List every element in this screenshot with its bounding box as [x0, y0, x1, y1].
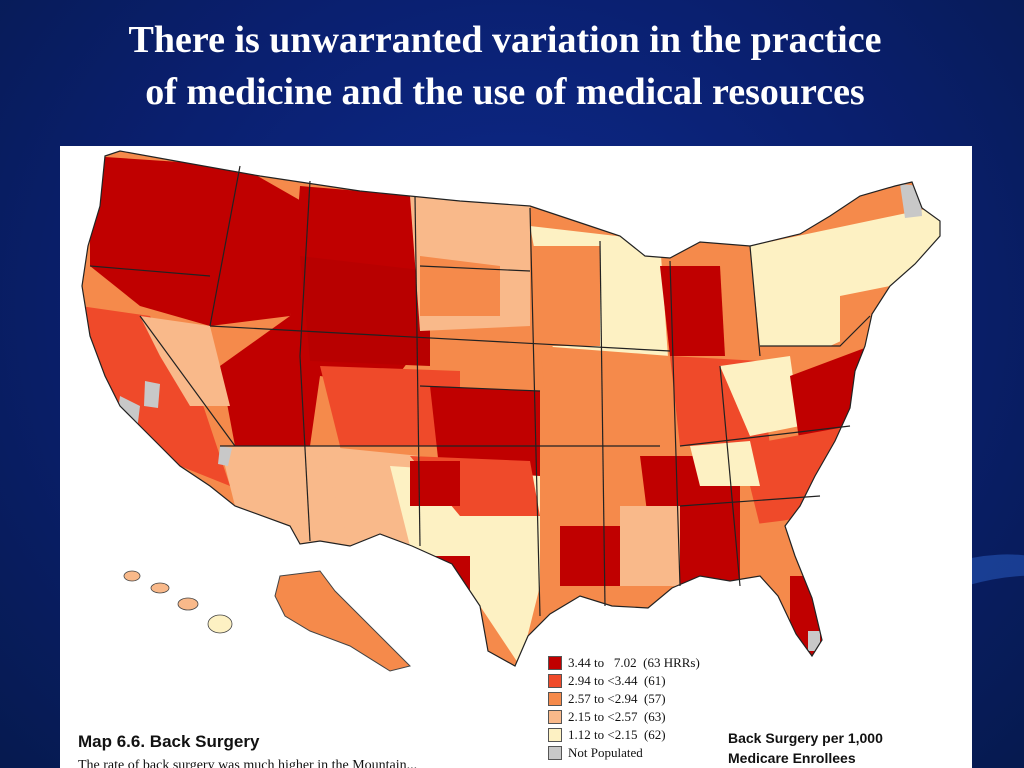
slide-title: There is unwarranted variation in the pr…	[0, 14, 1010, 118]
region-fl-gray	[808, 631, 820, 651]
region-az-gray	[218, 446, 232, 466]
legend-label: 3.44 to 7.02 (63 HRRs)	[568, 655, 700, 670]
region-michigan	[660, 266, 725, 356]
legend-label: 1.12 to <2.15 (62)	[568, 727, 666, 742]
metric-label: Back Surgery per 1,000 Medicare Enrollee…	[728, 728, 883, 768]
map-caption: Map 6.6. Back Surgery	[78, 732, 260, 751]
legend-label: 2.57 to <2.94 (57)	[568, 691, 666, 706]
region-pacific-northwest	[90, 156, 310, 326]
metric-label-line-2: Medicare Enrollees	[728, 750, 856, 766]
state-boundaries	[81, 150, 941, 667]
legend-label: 2.94 to <3.44 (61)	[568, 673, 666, 688]
legend-swatch	[548, 674, 562, 688]
legend-swatch	[548, 656, 562, 670]
legend-item: 2.94 to <3.44 (61)	[548, 672, 700, 690]
metric-label-line-1: Back Surgery per 1,000	[728, 730, 883, 746]
us-choropleth-map	[81, 150, 941, 672]
region-kentucky	[690, 441, 760, 486]
region-alaska	[274, 570, 411, 672]
slide-title-line-2: of medicine and the use of medical resou…	[145, 71, 865, 113]
legend-swatch	[548, 746, 562, 760]
legend-item: Not Populated	[548, 744, 700, 762]
legend-swatch	[548, 728, 562, 742]
region-alabama	[680, 486, 740, 586]
region-wyoming	[300, 256, 430, 366]
legend-label: 2.15 to <2.57 (63)	[568, 709, 666, 724]
region-hawaii	[123, 570, 233, 634]
region-west-virginia	[720, 356, 800, 436]
region-kansas	[430, 386, 540, 476]
map-legend: 3.44 to 7.02 (63 HRRs) 2.94 to <3.44 (61)…	[548, 654, 700, 762]
legend-label: Not Populated	[568, 745, 643, 760]
slide-title-line-1: There is unwarranted variation in the pr…	[128, 19, 882, 61]
legend-item: 2.15 to <2.57 (63)	[548, 708, 700, 726]
legend-item: 1.12 to <2.15 (62)	[548, 726, 700, 744]
legend-item: 2.57 to <2.94 (57)	[548, 690, 700, 708]
legend-item: 3.44 to 7.02 (63 HRRs)	[548, 654, 700, 672]
region-midwest	[540, 346, 680, 446]
region-mississippi	[620, 506, 680, 586]
map-subcaption: The rate of back surgery was much higher…	[78, 758, 418, 768]
region-nevada	[140, 316, 230, 406]
region-arkansas-louisiana	[560, 526, 620, 586]
legend-swatch	[548, 710, 562, 724]
region-ca-gray-2	[144, 381, 160, 408]
region-arizona	[220, 446, 350, 546]
region-oklahoma-panhandle	[410, 461, 460, 506]
map-figure: 3.44 to 7.02 (63 HRRs) 2.94 to <3.44 (61)…	[60, 146, 972, 768]
region-south-dakota	[420, 256, 500, 316]
legend-swatch	[548, 692, 562, 706]
region-minnesota	[530, 246, 600, 346]
